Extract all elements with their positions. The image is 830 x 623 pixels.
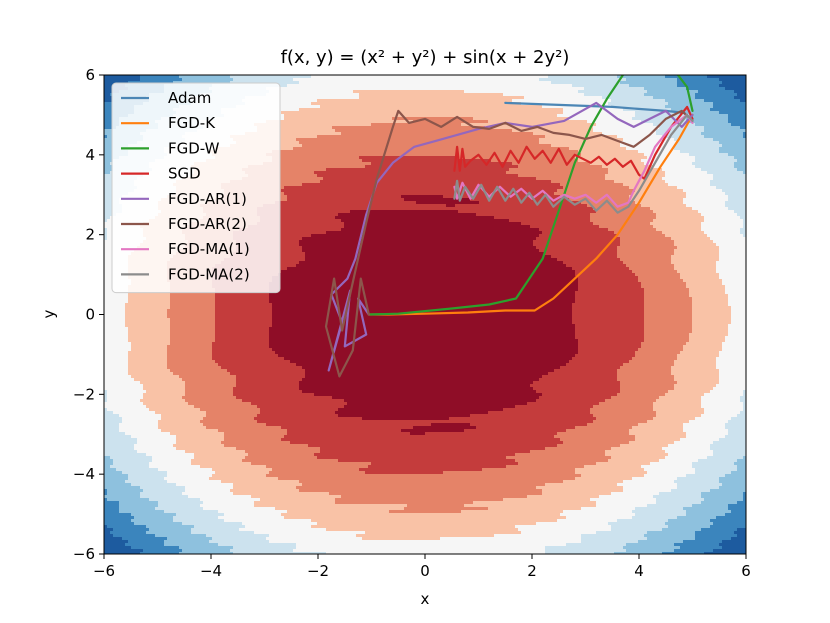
legend-label: Adam bbox=[168, 89, 211, 107]
y-tick-label: −6 bbox=[73, 545, 95, 563]
legend-label: FGD-K bbox=[168, 114, 216, 132]
y-tick-label: 0 bbox=[85, 306, 95, 324]
legend: Adam FGD-K FGD-W SGD FGD-AR(1) FGD-AR(2) FGD-M… bbox=[112, 83, 280, 293]
y-tick-label: 4 bbox=[85, 146, 95, 164]
legend-label: FGD-AR(2) bbox=[168, 215, 247, 233]
legend-label: FGD-W bbox=[168, 139, 220, 157]
x-tick-label: 6 bbox=[741, 562, 751, 580]
x-axis-label: x bbox=[421, 590, 430, 608]
x-tick-label: 0 bbox=[420, 562, 430, 580]
legend-label: FGD-AR(1) bbox=[168, 190, 247, 208]
y-tick-label: 6 bbox=[85, 66, 95, 84]
x-tick-label: −4 bbox=[200, 562, 222, 580]
y-tick-label: 2 bbox=[85, 226, 95, 244]
y-tick-label: −2 bbox=[73, 385, 95, 403]
legend-label: SGD bbox=[168, 165, 201, 183]
chart-title: f(x, y) = (x² + y²) + sin(x + 2y²) bbox=[281, 47, 570, 68]
legend-label: FGD-MA(1) bbox=[168, 240, 250, 258]
legend-label: FGD-MA(2) bbox=[168, 265, 250, 283]
x-tick-label: −6 bbox=[93, 562, 115, 580]
x-tick-label: −2 bbox=[307, 562, 329, 580]
y-axis-label: y bbox=[40, 309, 58, 318]
x-tick-label: 4 bbox=[634, 562, 644, 580]
y-tick-label: −4 bbox=[73, 465, 95, 483]
x-tick-label: 2 bbox=[527, 562, 537, 580]
